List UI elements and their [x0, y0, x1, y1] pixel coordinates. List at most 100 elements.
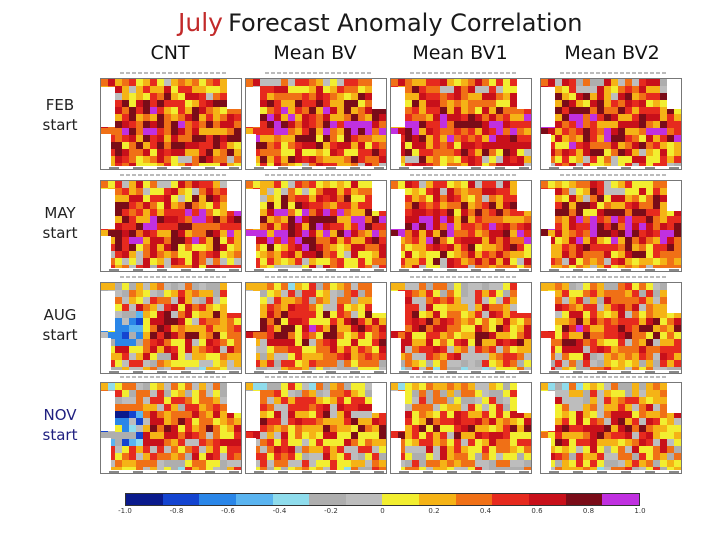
- panel-caption: [120, 374, 230, 380]
- land-mask: [391, 338, 401, 373]
- land-mask: [391, 391, 405, 431]
- land-mask: [101, 189, 115, 229]
- colorbar-swatch: [455, 494, 493, 505]
- land-mask: [667, 383, 681, 413]
- land-mask: [541, 438, 551, 473]
- colorbar: [125, 493, 640, 506]
- land-mask: [372, 383, 386, 413]
- colorbar-tick-label: -0.4: [272, 507, 287, 515]
- correlation-map-panel: [100, 78, 242, 170]
- land-mask: [391, 236, 401, 271]
- land-mask: [541, 391, 555, 431]
- land-mask: [372, 181, 386, 211]
- colorbar-swatch: [492, 494, 530, 505]
- colorbar-tick-label: -0.6: [221, 507, 235, 515]
- row-label-start: start: [42, 326, 78, 344]
- column-header-mean-bv: Mean BV: [273, 42, 357, 64]
- colorbar-swatch: [529, 494, 566, 505]
- land-mask: [517, 79, 531, 109]
- colorbar-swatch: [162, 494, 200, 505]
- land-mask: [227, 283, 241, 313]
- panel-caption: [120, 172, 230, 178]
- colorbar-tick-label: 1.0: [634, 507, 646, 515]
- land-mask: [391, 134, 401, 169]
- correlation-map-panel: [100, 282, 242, 374]
- land-mask: [517, 181, 531, 211]
- land-mask: [101, 438, 111, 473]
- panel-caption: [120, 274, 230, 280]
- row-label-month: AUG: [43, 306, 77, 324]
- colorbar-tick-label: -1.0: [118, 507, 132, 515]
- colorbar-swatch: [565, 494, 603, 505]
- row-label-month: NOV: [43, 406, 77, 424]
- colorbar-tick-label: -0.2: [324, 507, 338, 515]
- land-mask: [227, 383, 241, 413]
- colorbar-swatch: [235, 494, 273, 505]
- correlation-map-panel: [540, 382, 682, 474]
- land-mask: [246, 87, 260, 127]
- colorbar-tick-label: 0.6: [531, 507, 543, 515]
- land-mask: [541, 291, 555, 331]
- correlation-map-panel: [390, 382, 532, 474]
- land-mask: [667, 79, 681, 109]
- panel-caption: [560, 70, 670, 76]
- land-mask: [246, 236, 256, 271]
- land-mask: [101, 291, 115, 331]
- land-mask: [372, 283, 386, 313]
- panel-caption: [265, 70, 375, 76]
- row-label-start: start: [42, 426, 78, 444]
- land-mask: [541, 87, 555, 127]
- correlation-map-panel: [540, 180, 682, 272]
- row-label-start: start: [42, 224, 78, 242]
- land-mask: [391, 291, 405, 331]
- colorbar-swatch: [126, 494, 163, 505]
- colorbar-swatch: [345, 494, 383, 505]
- correlation-map-panel: [100, 180, 242, 272]
- title-month: July: [178, 8, 223, 37]
- land-mask: [541, 338, 551, 373]
- correlation-map-panel: [540, 78, 682, 170]
- panel-caption: [410, 274, 520, 280]
- row-label-nov: NOV start: [30, 405, 90, 445]
- land-mask: [101, 134, 111, 169]
- colorbar-swatch: [382, 494, 420, 505]
- row-label-may: MAY start: [30, 203, 90, 243]
- figure-title: July Forecast Anomaly Correlation: [178, 8, 582, 37]
- column-header-cnt: CNT: [150, 42, 190, 64]
- land-mask: [391, 87, 405, 127]
- land-mask: [101, 236, 111, 271]
- colorbar-tick-label: 0: [380, 507, 385, 515]
- colorbar-tick-label: -0.8: [169, 507, 184, 515]
- land-mask: [667, 283, 681, 313]
- land-mask: [246, 391, 260, 431]
- panel-caption: [265, 274, 375, 280]
- correlation-map-panel: [245, 180, 387, 272]
- panel-caption: [410, 70, 520, 76]
- panel-caption: [265, 374, 375, 380]
- column-header-mean-bv2: Mean BV2: [564, 42, 660, 64]
- land-mask: [541, 236, 551, 271]
- colorbar-tick-label: 0.4: [479, 507, 492, 515]
- land-mask: [517, 383, 531, 413]
- panel-caption: [560, 274, 670, 280]
- land-mask: [246, 291, 260, 331]
- land-mask: [101, 338, 111, 373]
- correlation-map-panel: [245, 78, 387, 170]
- row-label-start: start: [42, 116, 78, 134]
- land-mask: [372, 79, 386, 109]
- panel-caption: [560, 374, 670, 380]
- colorbar-swatch: [419, 494, 456, 505]
- column-header-mean-bv1: Mean BV1: [412, 42, 508, 64]
- land-mask: [246, 134, 256, 169]
- panel-caption: [560, 172, 670, 178]
- correlation-map-panel: [100, 382, 242, 474]
- land-mask: [227, 79, 241, 109]
- land-mask: [246, 338, 256, 373]
- land-mask: [517, 283, 531, 313]
- colorbar-tick-label: 0.8: [582, 507, 595, 515]
- correlation-map-panel: [390, 282, 532, 374]
- row-label-feb: FEB start: [30, 95, 90, 135]
- correlation-map-panel: [245, 382, 387, 474]
- row-label-month: FEB: [45, 96, 75, 114]
- land-mask: [227, 181, 241, 211]
